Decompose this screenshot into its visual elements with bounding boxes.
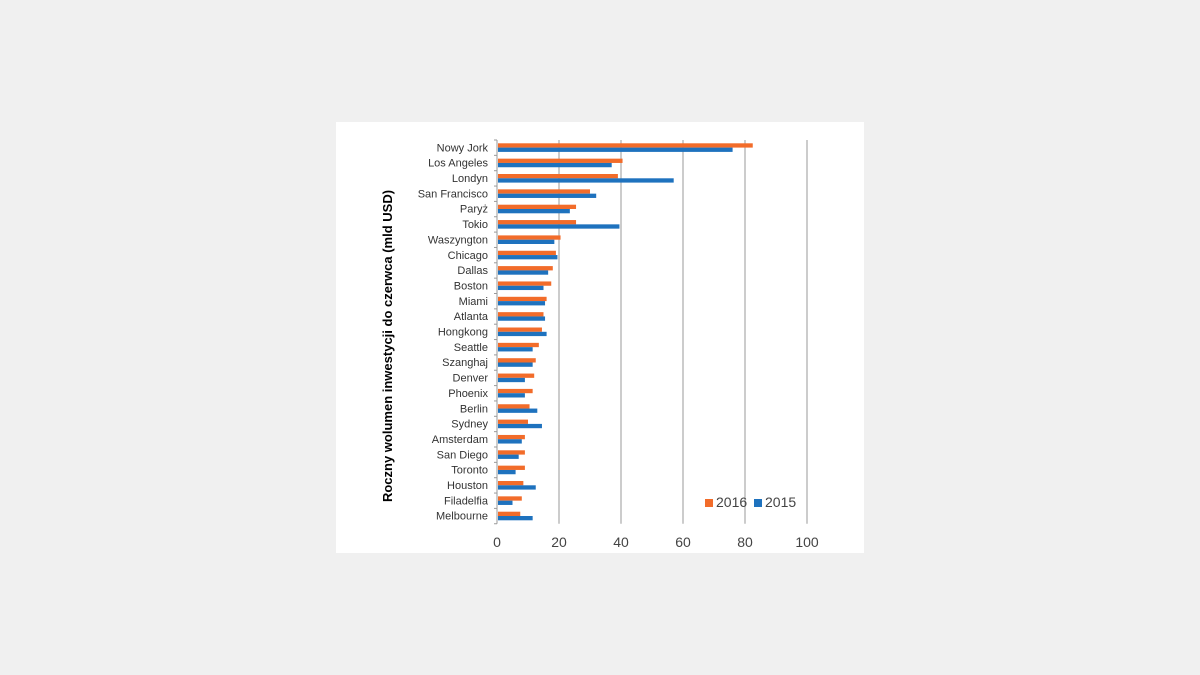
- category-label: Seattle: [454, 342, 488, 354]
- bar-2016: [498, 281, 552, 286]
- category-label: Sydney: [451, 419, 488, 431]
- bar-2015: [498, 485, 536, 490]
- category-label: San Francisco: [418, 188, 488, 200]
- bars: [498, 143, 753, 521]
- category-label: Szanghaj: [442, 357, 488, 369]
- x-tick-label: 40: [613, 534, 629, 550]
- x-tick-label: 60: [675, 534, 691, 550]
- category-label: Nowy Jork: [437, 142, 489, 154]
- bar-2015: [498, 239, 555, 244]
- x-tick-label: 80: [737, 534, 753, 550]
- legend-label-2015: 2015: [765, 494, 796, 510]
- category-label: Dallas: [457, 265, 488, 277]
- bar-2016: [498, 419, 528, 424]
- category-label: Waszyngton: [428, 234, 488, 246]
- bar-2015: [498, 178, 674, 183]
- bar-2016: [498, 511, 521, 516]
- category-label: Londyn: [452, 173, 488, 185]
- axes: [494, 139, 498, 525]
- bar-2015: [498, 516, 533, 521]
- bar-2015: [498, 162, 612, 168]
- bar-2015: [498, 362, 533, 367]
- bar-2016: [498, 312, 544, 317]
- category-label: Miami: [459, 296, 488, 308]
- bar-2015: [498, 408, 538, 413]
- bar-2015: [498, 270, 549, 275]
- x-tick-label: 20: [551, 534, 567, 550]
- bar-2016: [498, 189, 590, 194]
- bar-2016: [498, 481, 524, 486]
- bar-2016: [498, 266, 553, 271]
- category-label: Atlanta: [454, 311, 489, 323]
- category-label: San Diego: [437, 449, 488, 461]
- bar-2016: [498, 250, 556, 256]
- category-label: Toronto: [451, 465, 488, 477]
- category-label: Denver: [453, 373, 489, 385]
- bar-2016: [498, 404, 530, 409]
- bar-2015: [498, 224, 620, 229]
- bar-2016: [498, 143, 753, 148]
- bar-2015: [498, 147, 733, 152]
- bar-2016: [498, 388, 533, 394]
- bar-2015: [498, 331, 547, 337]
- category-label: Filadelfia: [444, 495, 489, 507]
- category-label: Chicago: [448, 250, 488, 262]
- bar-2016: [498, 450, 525, 455]
- category-label: Amsterdam: [432, 434, 488, 446]
- chart-card: Nowy Jork Los Angeles Londyn San Francisco P…: [336, 122, 864, 553]
- bar-2016: [498, 342, 539, 348]
- bar-2015: [498, 285, 544, 291]
- legend-swatch-2015: [754, 499, 762, 507]
- category-label: Hongkong: [438, 327, 488, 339]
- category-label: Berlin: [460, 403, 488, 415]
- bar-2016: [498, 296, 547, 302]
- category-label: Phoenix: [448, 388, 488, 400]
- bar-2015: [498, 193, 597, 198]
- bar-2016: [498, 434, 525, 440]
- bar-2016: [498, 327, 542, 332]
- category-label: Melbourne: [436, 511, 488, 523]
- legend-swatch-2016: [705, 499, 713, 507]
- bar-2016: [498, 496, 522, 501]
- bar-2016: [498, 373, 535, 378]
- bar-2015: [498, 423, 542, 429]
- category-labels: Nowy Jork Los Angeles Londyn San Francisco P…: [418, 142, 489, 522]
- x-tick-label: 100: [795, 534, 819, 550]
- bar-2015: [498, 439, 522, 444]
- category-label: Boston: [454, 280, 488, 292]
- category-label: Tokio: [462, 219, 488, 231]
- bar-2016: [498, 358, 536, 363]
- bar-2015: [498, 454, 519, 459]
- bar-2015: [498, 316, 546, 321]
- bar-2015: [498, 301, 546, 306]
- bar-2015: [498, 255, 558, 260]
- legend-label-2016: 2016: [716, 494, 747, 510]
- bar-2015: [498, 393, 525, 398]
- x-tick-labels: 0 20 40 60 80 100: [493, 534, 819, 550]
- bar-2016: [498, 204, 577, 209]
- bar-2015: [498, 500, 513, 505]
- bar-2016: [498, 158, 623, 163]
- bar-2015: [498, 377, 525, 383]
- bar-2015: [498, 469, 516, 475]
- grid-lines: [558, 140, 808, 524]
- bar-2015: [498, 347, 533, 352]
- legend: 2016 2015: [705, 494, 796, 510]
- category-label: Los Angeles: [428, 158, 488, 170]
- x-tick-label: 0: [493, 534, 501, 550]
- category-label: Paryż: [460, 204, 488, 216]
- y-axis-title: Roczny wolumen inwestycji do czerwca (ml…: [380, 190, 395, 502]
- bar-2015: [498, 209, 570, 214]
- bar-2016: [498, 235, 561, 240]
- bar-2016: [498, 174, 618, 179]
- bar-2016: [498, 465, 525, 470]
- bar-2016: [498, 220, 577, 225]
- bar-chart: Nowy Jork Los Angeles Londyn San Francisco P…: [380, 139, 819, 550]
- category-label: Houston: [447, 480, 488, 492]
